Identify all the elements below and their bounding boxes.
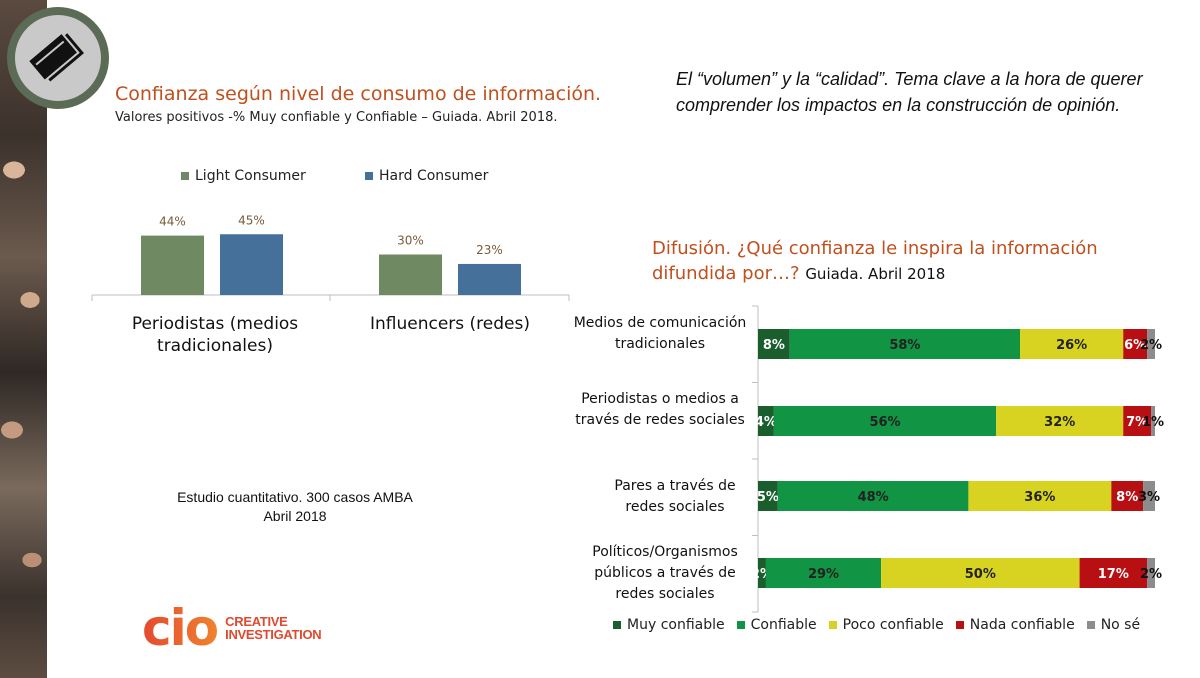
bar-data-label: 30% <box>397 234 424 248</box>
segment-data-label: 5% <box>757 490 779 505</box>
segment-data-label: 17% <box>1098 567 1129 582</box>
segment-nada-confiable <box>1123 406 1152 436</box>
segment-data-label: 32% <box>1044 415 1075 430</box>
segment-no-se <box>1143 481 1155 511</box>
segment-data-label: 8% <box>1116 490 1138 505</box>
legend-item-light-consumer: Light Consumer <box>181 168 306 184</box>
background-crowd-photo <box>0 0 47 678</box>
segment-data-label: 8% <box>763 338 785 353</box>
segment-data-label: 29% <box>808 567 839 582</box>
legend-label-muy-confiable: Muy confiable <box>627 617 725 633</box>
legend-swatch-hard-consumer <box>365 172 373 180</box>
segment-data-label: 48% <box>858 490 889 505</box>
segment-data-label: 1% <box>1142 415 1164 430</box>
segment-data-label: 3% <box>1138 490 1160 505</box>
newspaper-icon <box>15 15 101 101</box>
legend-item-poco-confiable: Poco confiable <box>828 617 944 633</box>
segment-muy-confiable <box>758 329 790 359</box>
segment-nada-confiable <box>1079 558 1148 588</box>
bar-data-label: 44% <box>159 215 186 229</box>
x-axis-label-periodistas: Periodistas (medios tradicionales) <box>131 314 299 356</box>
legend-label-confiable: Confiable <box>750 617 817 633</box>
right-chart-title-text: Difusión. ¿Qué confianza le inspira la i… <box>652 238 1098 284</box>
brand-name: cio <box>142 599 219 657</box>
stacked-chart-legend: Muy confiable Confiable Poco confiable N… <box>613 617 1140 633</box>
legend-swatch-nada-confiable <box>955 621 964 629</box>
segment-data-label: 26% <box>1056 338 1087 353</box>
headline-quote: El “volumen” y la “calidad”. Tema clave … <box>676 69 1143 115</box>
legend-swatch-light-consumer <box>181 172 189 180</box>
segment-data-label: 2% <box>1140 567 1162 582</box>
segment-data-label: 58% <box>889 338 920 353</box>
legend-swatch-confiable <box>736 621 745 629</box>
segment-confiable <box>777 481 969 511</box>
segment-data-label: 2% <box>1140 338 1162 353</box>
segment-data-label: 50% <box>965 567 996 582</box>
legend-label-poco-confiable: Poco confiable <box>842 617 944 633</box>
segment-poco-confiable <box>996 406 1124 436</box>
right-chart-title: Difusión. ¿Qué confianza le inspira la i… <box>652 236 1132 287</box>
segment-no-se <box>1147 329 1155 359</box>
x-axis-label-influencers: Influencers (redes) <box>369 314 530 334</box>
legend-label-hard-consumer: Hard Consumer <box>379 168 489 184</box>
segment-confiable <box>773 406 997 436</box>
bar-hard-consumer <box>458 263 521 295</box>
consumer-trust-bar-chart: 44% 45% 30% 23% <box>91 213 570 301</box>
left-chart-subtitle: Valores positivos -% Muy confiable y Con… <box>115 110 558 125</box>
legend-swatch-muy-confiable <box>613 621 621 629</box>
legend-label-no-se: No sé <box>1100 617 1141 633</box>
brand-logo: cio CREATIVE INVESTIGATION <box>142 598 322 658</box>
brand-subtitle-line2: INVESTIGATION <box>225 627 322 642</box>
legend-label-nada-confiable: Nada confiable <box>969 617 1075 633</box>
segment-no-se <box>1147 558 1155 588</box>
segment-data-label: 36% <box>1024 490 1055 505</box>
segment-poco-confiable <box>1020 329 1124 359</box>
segment-data-label: 7% <box>1126 415 1148 430</box>
segment-muy-confiable <box>758 558 766 588</box>
right-chart-title-suffix: Guiada. Abril 2018 <box>805 265 946 283</box>
segment-no-se <box>1151 406 1155 436</box>
legend-item-no-se: No sé <box>1086 617 1141 633</box>
legend-item-hard-consumer: Hard Consumer <box>365 168 488 184</box>
bar-data-label: 23% <box>476 243 503 257</box>
legend-swatch-poco-confiable <box>828 621 837 629</box>
left-chart-title: Confianza según nivel de consumo de info… <box>115 83 602 105</box>
section-logo <box>7 7 109 109</box>
bar-data-label: 45% <box>238 213 265 227</box>
row-label-pares-redes: Pares a través de redes sociales <box>614 478 736 515</box>
study-note: Estudio cuantitativo. 300 casos AMBA Abr… <box>130 488 460 526</box>
legend-label-light-consumer: Light Consumer <box>195 168 306 184</box>
study-note-line1: Estudio cuantitativo. 300 casos AMBA <box>177 489 413 505</box>
segment-confiable <box>789 329 1021 359</box>
segment-poco-confiable <box>968 481 1112 511</box>
bar-light-consumer <box>141 235 204 295</box>
segment-poco-confiable <box>881 558 1080 588</box>
segment-nada-confiable <box>1111 481 1144 511</box>
segment-data-label: 4% <box>755 415 777 430</box>
bar-hard-consumer <box>220 234 283 295</box>
brand-subtitle: CREATIVE INVESTIGATION <box>225 614 322 642</box>
study-note-line2: Abril 2018 <box>263 508 327 524</box>
segment-nada-confiable <box>1123 329 1148 359</box>
legend-item-muy-confiable: Muy confiable <box>613 617 725 633</box>
segment-data-label: 6% <box>1124 338 1146 353</box>
row-label-politicos-redes: Políticos/Organismos públicos a través d… <box>592 544 738 602</box>
row-label-periodistas-redes: Periodistas o medios a través de redes s… <box>575 391 745 428</box>
legend-item-nada-confiable: Nada confiable <box>955 617 1075 633</box>
row-label-medios-tradicionales: Medios de comunicación tradicionales <box>573 315 747 352</box>
segment-confiable <box>765 558 882 588</box>
brand-subtitle-line1: CREATIVE <box>225 614 288 629</box>
segment-muy-confiable <box>758 406 774 436</box>
segment-data-label: 56% <box>869 415 900 430</box>
bar-light-consumer <box>379 254 442 295</box>
segment-muy-confiable <box>758 481 778 511</box>
legend-item-confiable: Confiable <box>736 617 817 633</box>
legend-swatch-no-se <box>1086 621 1095 629</box>
